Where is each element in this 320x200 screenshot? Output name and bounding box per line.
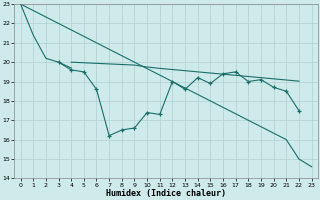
X-axis label: Humidex (Indice chaleur): Humidex (Indice chaleur) [106,189,226,198]
